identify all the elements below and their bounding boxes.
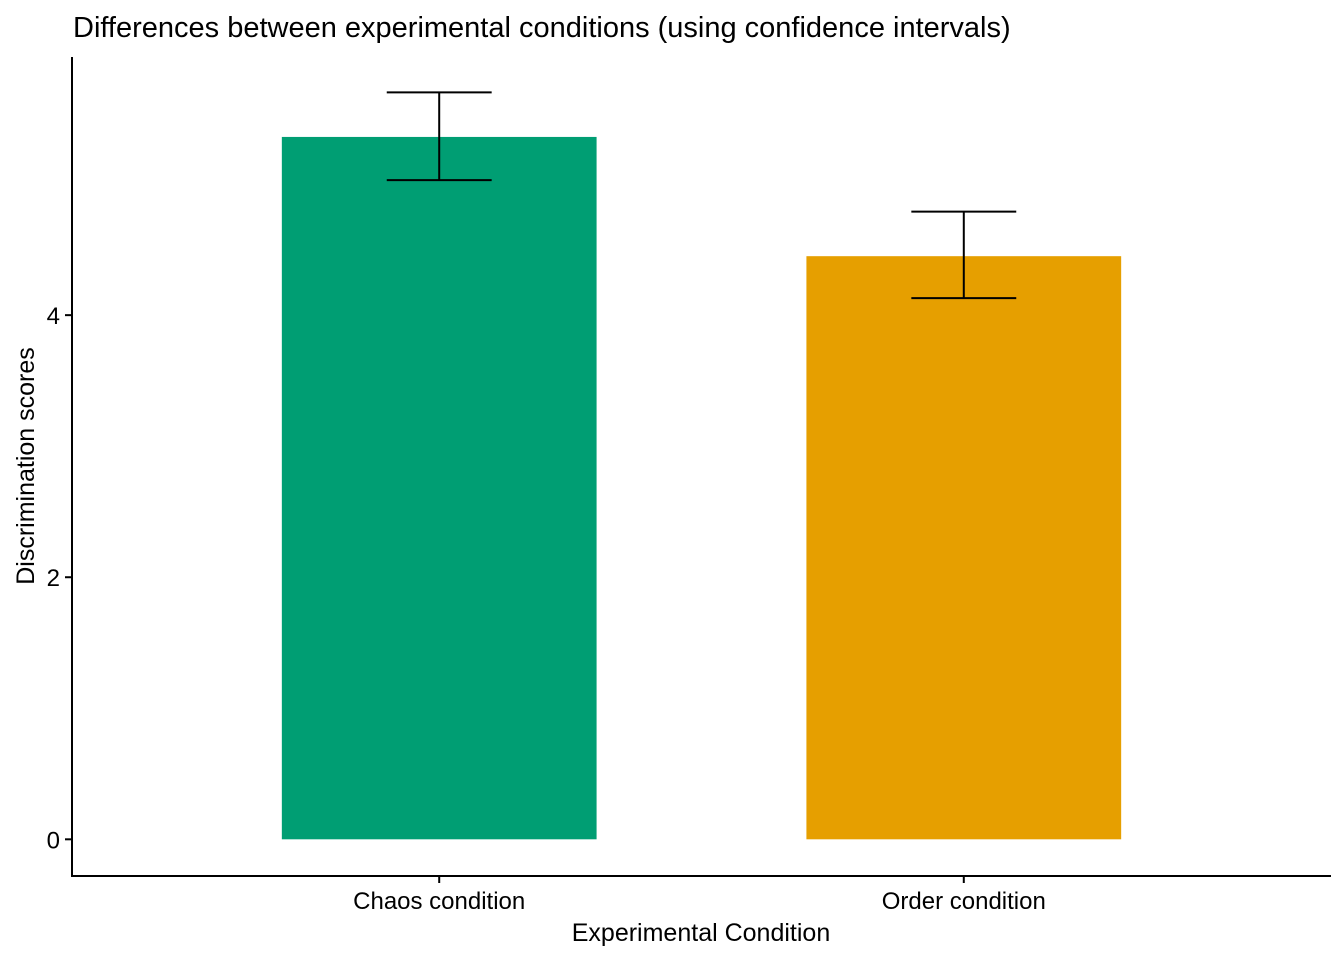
y-tick-label: 4: [47, 303, 60, 330]
bars-group: [281, 136, 1122, 840]
x-ticks-group: Chaos condition Order condition: [353, 876, 1046, 915]
x-tick-label: Chaos condition: [353, 888, 525, 915]
bar-chaos-condition: [281, 136, 597, 840]
x-tick-label: Order condition: [882, 888, 1046, 915]
y-tick-label: 2: [47, 565, 60, 592]
y-axis-title: Discrimination scores: [12, 347, 40, 585]
errorbar: [386, 91, 492, 182]
x-axis-title: Experimental Condition: [572, 919, 830, 947]
chart-title: Differences between experimental conditi…: [73, 12, 1011, 44]
y-ticks-group: 0 2 4: [47, 303, 72, 854]
y-tick-label: 0: [47, 827, 60, 854]
errorbars-group: [386, 91, 1017, 300]
plot-area: 0 2 4 Chaos condition Order condition: [47, 57, 1331, 915]
errorbar: [911, 210, 1017, 300]
bar-order-condition: [806, 256, 1122, 840]
